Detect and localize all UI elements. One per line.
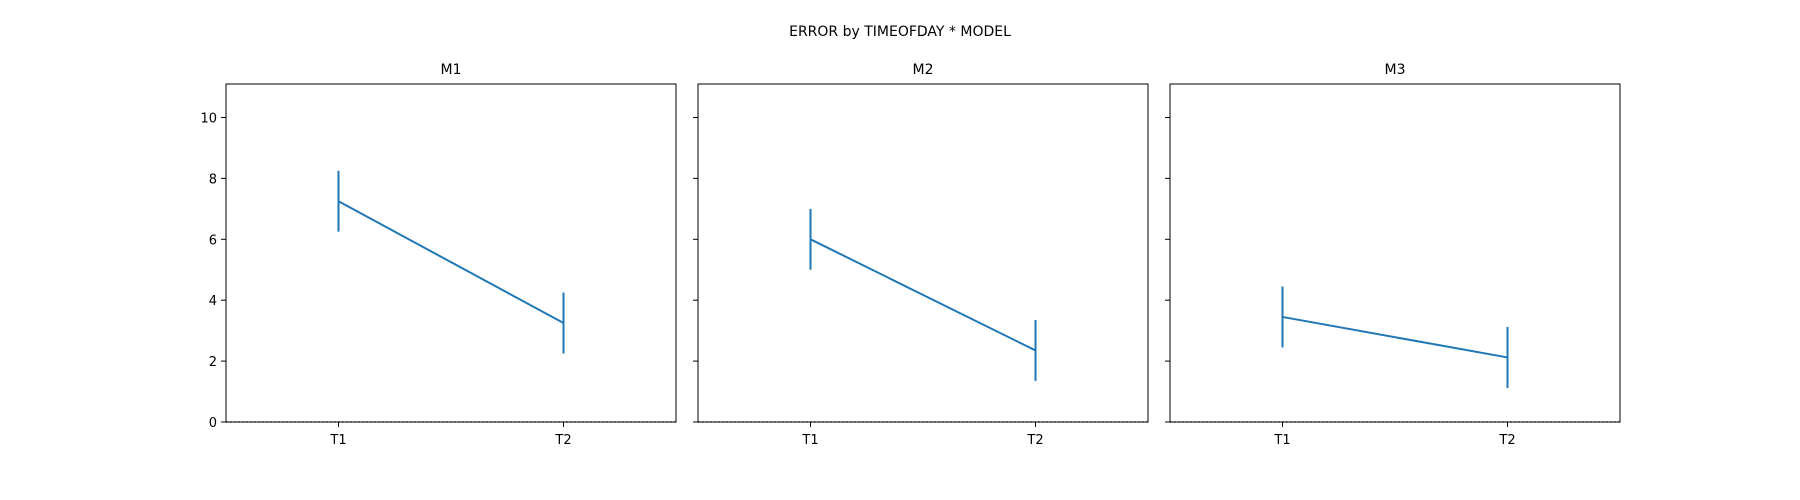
subplot-title: M2 <box>913 62 934 78</box>
y-tick-label: 8 <box>209 172 217 187</box>
subplot-2: M2 T1 T2 <box>693 62 1149 448</box>
y-tick-label: 2 <box>209 355 217 370</box>
x-tick-label: T1 <box>329 433 346 448</box>
axes-frame <box>1169 83 1621 423</box>
y-tick-label: 6 <box>209 233 217 248</box>
series-line <box>1282 315 1508 359</box>
y-tick-label: 4 <box>209 294 217 309</box>
axes-frame <box>225 83 677 423</box>
x-tick-label: T2 <box>1498 433 1515 448</box>
axes-frame <box>697 83 1149 423</box>
subplot-title: M1 <box>441 62 462 78</box>
series-line <box>338 200 564 324</box>
subplot-3: M3 T1 T2 <box>1165 62 1621 448</box>
x-tick-label: T1 <box>1273 433 1290 448</box>
series-line <box>810 238 1036 352</box>
figure-title: ERROR by TIMEOFDAY * MODEL <box>789 24 1011 40</box>
x-tick-label: T2 <box>554 433 571 448</box>
x-tick-label: T2 <box>1026 433 1043 448</box>
y-tick-label: 0 <box>209 416 217 431</box>
subplot-grid: M1 0 2 4 6 8 10 T1 T2 M2 T1 T2 M3 T1 T2 <box>200 62 1621 448</box>
y-tick-label: 10 <box>200 111 217 126</box>
subplot-1: M1 0 2 4 6 8 10 T1 T2 <box>200 62 677 448</box>
subplot-title: M3 <box>1385 62 1406 78</box>
x-tick-label: T1 <box>801 433 818 448</box>
